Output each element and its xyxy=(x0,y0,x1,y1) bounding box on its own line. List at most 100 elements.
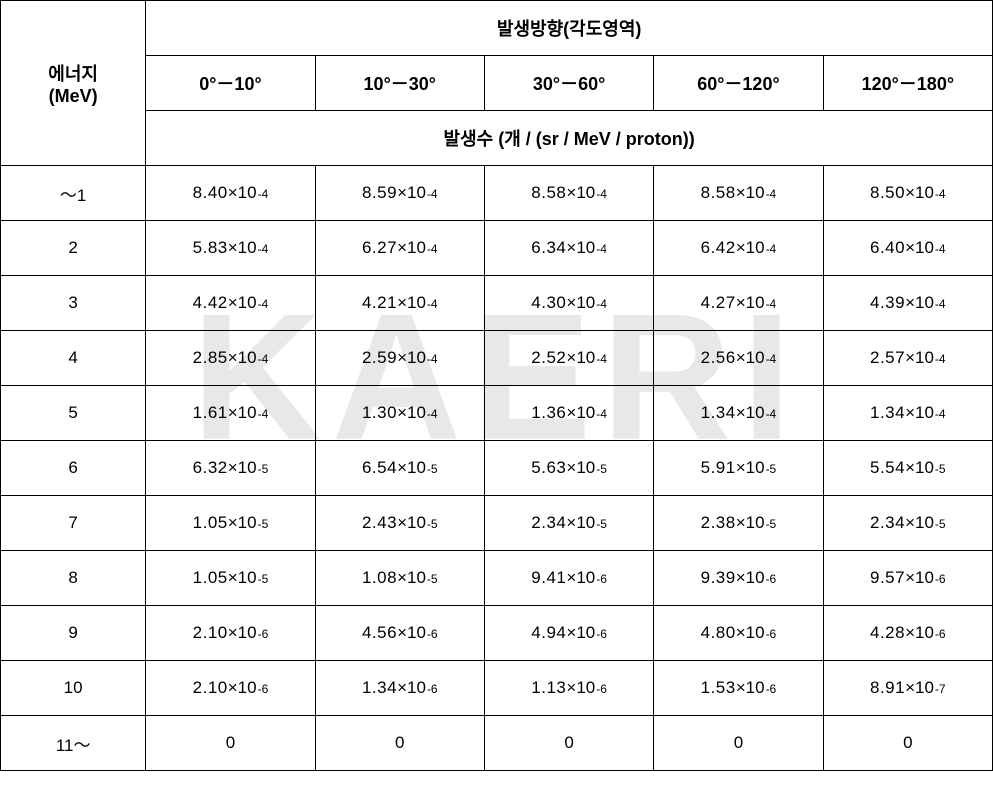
sci-times: ×10 xyxy=(566,348,595,368)
sci-base: 4.27 xyxy=(701,293,736,313)
sci-base: 1.61 xyxy=(193,403,228,423)
sci-exponent: -4 xyxy=(258,407,269,421)
sci-times: ×10 xyxy=(905,458,934,478)
sci-times: ×10 xyxy=(566,678,595,698)
sci-exponent: -4 xyxy=(596,297,607,311)
angle-col-header: 10°－30° xyxy=(315,56,484,111)
value-cell: 0 xyxy=(484,716,653,771)
sci-times: ×10 xyxy=(736,678,765,698)
sci-times: ×10 xyxy=(228,458,257,478)
value-cell: 4.42×10-4 xyxy=(146,276,315,331)
sci-value: 8.58×10-4 xyxy=(701,183,777,203)
energy-cell: 8 xyxy=(1,551,146,606)
table-row: 66.32×10-56.54×10-55.63×10-55.91×10-55.5… xyxy=(1,441,993,496)
sci-exponent: -5 xyxy=(596,517,607,531)
value-cell: 0 xyxy=(823,716,992,771)
sci-times: ×10 xyxy=(397,678,426,698)
value-cell: 1.34×10-6 xyxy=(315,661,484,716)
sci-value: 1.30×10-4 xyxy=(362,403,438,423)
sci-value: 9.39×10-6 xyxy=(701,568,777,588)
value-cell: 4.94×10-6 xyxy=(484,606,653,661)
sci-base: 1.08 xyxy=(362,568,397,588)
sci-value: 8.58×10-4 xyxy=(531,183,607,203)
sci-value: 1.08×10-5 xyxy=(362,568,438,588)
sci-exponent: -7 xyxy=(935,682,946,696)
value-cell: 2.43×10-5 xyxy=(315,496,484,551)
sci-value: 1.34×10-4 xyxy=(870,403,946,423)
sci-exponent: -6 xyxy=(596,572,607,586)
value-cell: 6.32×10-5 xyxy=(146,441,315,496)
sci-exponent: -4 xyxy=(935,242,946,256)
value-cell: 2.34×10-5 xyxy=(484,496,653,551)
sci-base: 2.38 xyxy=(701,513,736,533)
sci-base: 4.80 xyxy=(701,623,736,643)
value-cell: 2.52×10-4 xyxy=(484,331,653,386)
sci-value: 8.40×10-4 xyxy=(193,183,269,203)
sci-exponent: -5 xyxy=(258,462,269,476)
sci-exponent: -4 xyxy=(596,407,607,421)
sci-times: ×10 xyxy=(736,458,765,478)
value-cell: 2.34×10-5 xyxy=(823,496,992,551)
value-cell: 8.50×10-4 xyxy=(823,166,992,221)
value-cell: 4.28×10-6 xyxy=(823,606,992,661)
sci-times: ×10 xyxy=(397,238,426,258)
sci-exponent: -6 xyxy=(935,572,946,586)
sci-times: ×10 xyxy=(397,458,426,478)
sci-exponent: -5 xyxy=(935,517,946,531)
sci-times: ×10 xyxy=(566,238,595,258)
sci-value: 5.91×10-5 xyxy=(701,458,777,478)
sci-exponent: -4 xyxy=(258,352,269,366)
sci-value: 1.13×10-6 xyxy=(531,678,607,698)
value-cell: 2.56×10-4 xyxy=(654,331,823,386)
sci-base: 8.40 xyxy=(193,183,228,203)
sci-times: ×10 xyxy=(228,183,257,203)
energy-cell: 10 xyxy=(1,661,146,716)
table-row: 71.05×10-52.43×10-52.34×10-52.38×10-52.3… xyxy=(1,496,993,551)
value-cell: 2.85×10-4 xyxy=(146,331,315,386)
table-body: ～18.40×10-48.59×10-48.58×10-48.58×10-48.… xyxy=(1,166,993,771)
sci-exponent: -6 xyxy=(596,682,607,696)
sci-base: 2.34 xyxy=(531,513,566,533)
value-cell: 5.83×10-4 xyxy=(146,221,315,276)
sci-value: 6.42×10-4 xyxy=(701,238,777,258)
energy-cell: ～1 xyxy=(1,166,146,221)
table-row: 34.42×10-44.21×10-44.30×10-44.27×10-44.3… xyxy=(1,276,993,331)
sci-base: 1.34 xyxy=(870,403,905,423)
sci-times: ×10 xyxy=(228,568,257,588)
value-cell: 1.05×10-5 xyxy=(146,496,315,551)
sci-base: 4.56 xyxy=(362,623,397,643)
energy-cell: 9 xyxy=(1,606,146,661)
sci-value: 1.36×10-4 xyxy=(531,403,607,423)
sci-times: ×10 xyxy=(397,348,426,368)
sci-base: 2.57 xyxy=(870,348,905,368)
sci-value: 2.56×10-4 xyxy=(701,348,777,368)
table-header: 에너지 (MeV) 발생방향(각도영역) 0°－10° 10°－30° 30°－… xyxy=(1,1,993,166)
value-cell: 0 xyxy=(315,716,484,771)
sci-base: 1.34 xyxy=(362,678,397,698)
sci-times: ×10 xyxy=(566,458,595,478)
sci-times: ×10 xyxy=(228,623,257,643)
sci-value: 4.94×10-6 xyxy=(531,623,607,643)
value-cell: 1.34×10-4 xyxy=(654,386,823,441)
sci-times: ×10 xyxy=(736,513,765,533)
sci-value: 5.83×10-4 xyxy=(193,238,269,258)
energy-cell: 2 xyxy=(1,221,146,276)
value-cell: 1.05×10-5 xyxy=(146,551,315,606)
sci-times: ×10 xyxy=(566,568,595,588)
sci-base: 1.34 xyxy=(701,403,736,423)
sci-base: 4.28 xyxy=(870,623,905,643)
energy-cell: 11～ xyxy=(1,716,146,771)
value-cell: 8.58×10-4 xyxy=(654,166,823,221)
sci-exponent: -4 xyxy=(596,242,607,256)
sci-base: 5.54 xyxy=(870,458,905,478)
sci-times: ×10 xyxy=(228,513,257,533)
value-cell: 1.34×10-4 xyxy=(823,386,992,441)
value-cell: 9.41×10-6 xyxy=(484,551,653,606)
value-cell: 6.54×10-5 xyxy=(315,441,484,496)
table-row: 42.85×10-42.59×10-42.52×10-42.56×10-42.5… xyxy=(1,331,993,386)
zero-value: 0 xyxy=(564,733,573,752)
sci-times: ×10 xyxy=(905,238,934,258)
value-cell: 6.34×10-4 xyxy=(484,221,653,276)
sci-value: 1.53×10-6 xyxy=(701,678,777,698)
sci-exponent: -4 xyxy=(427,407,438,421)
